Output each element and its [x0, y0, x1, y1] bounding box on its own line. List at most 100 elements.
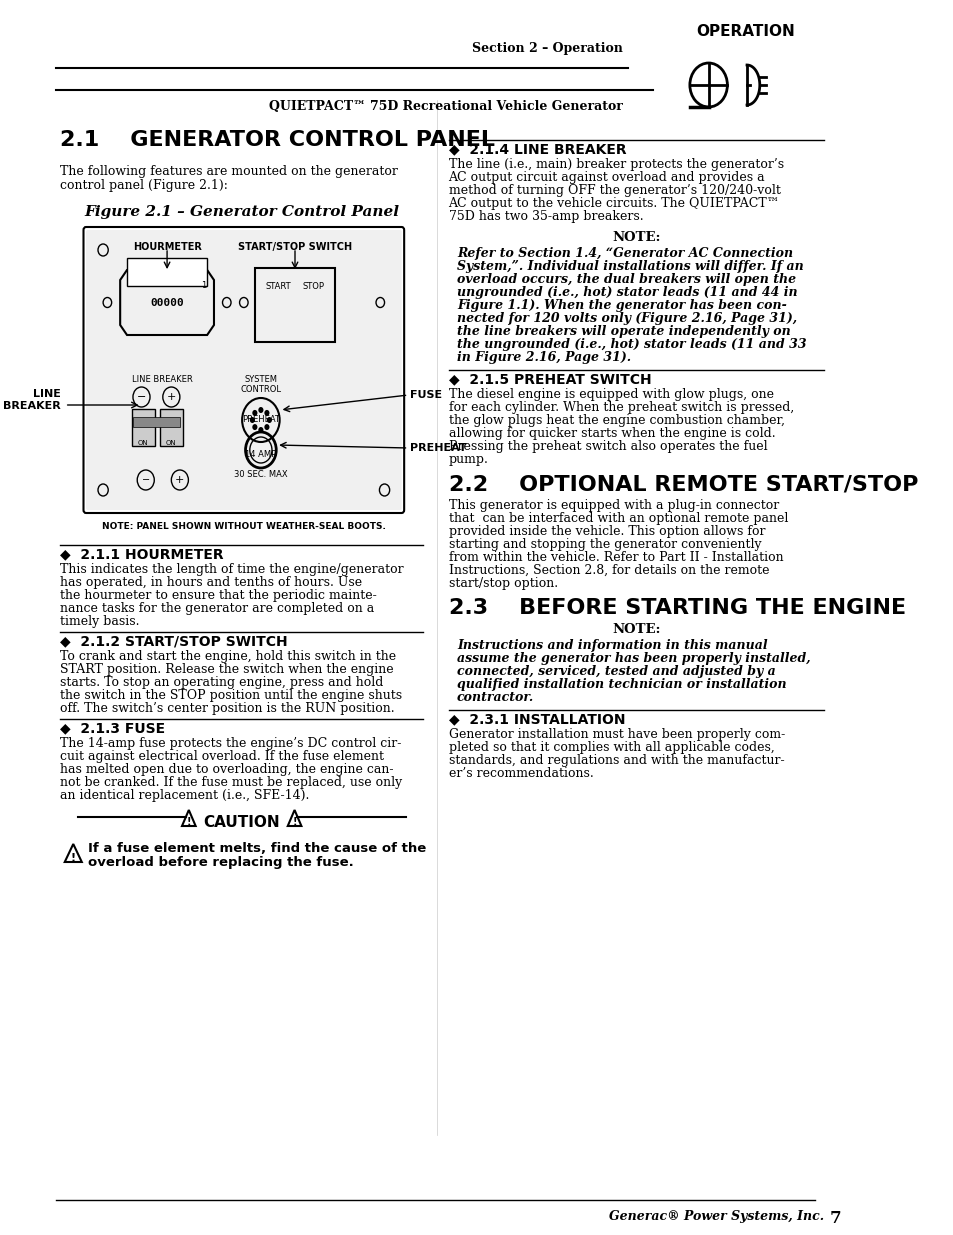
Text: 2.1    GENERATOR CONTROL PANEL: 2.1 GENERATOR CONTROL PANEL [60, 130, 495, 149]
Text: in Figure 2.16, Page 31).: in Figure 2.16, Page 31). [456, 351, 631, 364]
Text: nance tasks for the generator are completed on a: nance tasks for the generator are comple… [60, 601, 375, 615]
Text: ◆  2.1.3 FUSE: ◆ 2.1.3 FUSE [60, 721, 166, 735]
Text: Figure 1.1). When the generator has been con-: Figure 1.1). When the generator has been… [456, 299, 786, 312]
Text: ungrounded (i.e., hot) stator leads (11 and 44 in: ungrounded (i.e., hot) stator leads (11 … [456, 287, 797, 299]
Text: If a fuse element melts, find the cause of the: If a fuse element melts, find the cause … [88, 842, 426, 855]
Text: the hourmeter to ensure that the periodic mainte-: the hourmeter to ensure that the periodi… [60, 589, 376, 601]
Text: the line breakers will operate independently on: the line breakers will operate independe… [456, 325, 790, 338]
Circle shape [252, 424, 257, 430]
Text: for each cylinder. When the preheat switch is pressed,: for each cylinder. When the preheat swit… [448, 401, 793, 414]
Text: The diesel engine is equipped with glow plugs, one: The diesel engine is equipped with glow … [448, 388, 773, 401]
Text: AC output to the vehicle circuits. The QUIETPACT™: AC output to the vehicle circuits. The Q… [448, 198, 779, 210]
Text: ◆  2.1.4 LINE BREAKER: ◆ 2.1.4 LINE BREAKER [448, 142, 625, 156]
Text: 00000: 00000 [150, 298, 184, 308]
Text: starts. To stop an operating engine, press and hold: starts. To stop an operating engine, pre… [60, 676, 383, 689]
Text: −: − [142, 475, 150, 485]
FancyBboxPatch shape [127, 258, 207, 287]
Text: This generator is equipped with a plug-in connector: This generator is equipped with a plug-i… [448, 499, 778, 513]
Text: that  can be interfaced with an optional remote panel: that can be interfaced with an optional … [448, 513, 787, 525]
Text: PREHEAT: PREHEAT [242, 415, 279, 424]
Text: method of turning OFF the generator’s 120/240-volt: method of turning OFF the generator’s 12… [448, 184, 780, 198]
Text: AC output circuit against overload and provides a: AC output circuit against overload and p… [448, 170, 764, 184]
FancyBboxPatch shape [132, 409, 155, 446]
FancyBboxPatch shape [86, 230, 401, 510]
Text: !: ! [292, 818, 296, 827]
Text: NOTE: PANEL SHOWN WITHOUT WEATHER-SEAL BOOTS.: NOTE: PANEL SHOWN WITHOUT WEATHER-SEAL B… [102, 522, 385, 531]
Circle shape [258, 427, 263, 433]
Text: −: − [136, 391, 146, 403]
Text: !: ! [71, 853, 75, 863]
Text: from within the vehicle. Refer to Part II - Installation: from within the vehicle. Refer to Part I… [448, 551, 782, 564]
Text: ◆  2.1.1 HOURMETER: ◆ 2.1.1 HOURMETER [60, 547, 224, 561]
Text: To crank and start the engine, hold this switch in the: To crank and start the engine, hold this… [60, 650, 396, 663]
Text: CAUTION: CAUTION [203, 815, 280, 830]
Text: FUSE: FUSE [410, 390, 442, 400]
Text: HOURMETER: HOURMETER [132, 242, 201, 252]
Text: connected, serviced, tested and adjusted by a: connected, serviced, tested and adjusted… [456, 664, 775, 678]
Text: start/stop option.: start/stop option. [448, 577, 558, 590]
Text: Section 2 – Operation: Section 2 – Operation [472, 42, 622, 56]
Text: contractor.: contractor. [456, 692, 534, 704]
Text: NOTE:: NOTE: [611, 622, 659, 636]
Text: overload before replacing the fuse.: overload before replacing the fuse. [88, 856, 354, 869]
Text: Refer to Section 1.4, “Generator AC Connection: Refer to Section 1.4, “Generator AC Conn… [456, 247, 792, 261]
Text: START: START [265, 282, 291, 291]
Text: er’s recommendations.: er’s recommendations. [448, 767, 593, 781]
Text: This indicates the length of time the engine/generator: This indicates the length of time the en… [60, 563, 404, 576]
Text: allowing for quicker starts when the engine is cold.: allowing for quicker starts when the eng… [448, 427, 775, 440]
Text: Instructions, Section 2.8, for details on the remote: Instructions, Section 2.8, for details o… [448, 564, 768, 577]
Text: 2.3    BEFORE STARTING THE ENGINE: 2.3 BEFORE STARTING THE ENGINE [448, 598, 904, 618]
Circle shape [264, 424, 269, 430]
Text: the glow plugs heat the engine combustion chamber,: the glow plugs heat the engine combustio… [448, 414, 783, 427]
Text: standards, and regulations and with the manufactur-: standards, and regulations and with the … [448, 755, 783, 767]
Text: 2.2    OPTIONAL REMOTE START/STOP: 2.2 OPTIONAL REMOTE START/STOP [448, 474, 917, 494]
Text: ◆  2.1.5 PREHEAT SWITCH: ◆ 2.1.5 PREHEAT SWITCH [448, 372, 651, 387]
Text: ON: ON [138, 440, 149, 446]
Text: Pressing the preheat switch also operates the fuel: Pressing the preheat switch also operate… [448, 440, 766, 453]
Text: LINE
BREAKER: LINE BREAKER [3, 389, 60, 411]
Text: ON: ON [166, 440, 176, 446]
Text: Figure 2.1 – Generator Control Panel: Figure 2.1 – Generator Control Panel [84, 205, 398, 219]
Text: +: + [167, 391, 176, 403]
Text: The following features are mounted on the generator: The following features are mounted on th… [60, 165, 398, 178]
Text: The line (i.e., main) breaker protects the generator’s: The line (i.e., main) breaker protects t… [448, 158, 782, 170]
Text: has melted open due to overloading, the engine can-: has melted open due to overloading, the … [60, 763, 394, 776]
Text: 75D has two 35-amp breakers.: 75D has two 35-amp breakers. [448, 210, 642, 224]
Text: Generator installation must have been properly com-: Generator installation must have been pr… [448, 727, 784, 741]
Text: +: + [175, 475, 184, 485]
Text: NOTE:: NOTE: [611, 231, 659, 245]
Text: START/STOP SWITCH: START/STOP SWITCH [237, 242, 352, 252]
Text: starting and stopping the generator conveniently: starting and stopping the generator conv… [448, 538, 760, 551]
Text: has operated, in hours and tenths of hours. Use: has operated, in hours and tenths of hou… [60, 576, 362, 589]
Text: not be cranked. If the fuse must be replaced, use only: not be cranked. If the fuse must be repl… [60, 776, 402, 789]
Text: off. The switch’s center position is the RUN position.: off. The switch’s center position is the… [60, 701, 395, 715]
Circle shape [264, 410, 269, 416]
Text: Generac® Power Systems, Inc.: Generac® Power Systems, Inc. [608, 1210, 822, 1223]
Text: LINE BREAKER: LINE BREAKER [132, 375, 193, 384]
Text: qualified installation technician or installation: qualified installation technician or ins… [456, 678, 786, 692]
Text: provided inside the vehicle. This option allows for: provided inside the vehicle. This option… [448, 525, 764, 538]
Text: nected for 120 volts only (Figure 2.16, Page 31),: nected for 120 volts only (Figure 2.16, … [456, 312, 797, 325]
Circle shape [258, 408, 263, 412]
Text: QUIETPACT™ 75D Recreational Vehicle Generator: QUIETPACT™ 75D Recreational Vehicle Gene… [269, 100, 622, 112]
Text: an identical replacement (i.e., SFE-14).: an identical replacement (i.e., SFE-14). [60, 789, 310, 802]
Text: timely basis.: timely basis. [60, 615, 140, 629]
Text: !: ! [187, 818, 191, 827]
Circle shape [267, 417, 272, 424]
Circle shape [252, 410, 257, 416]
Text: The 14-amp fuse protects the engine’s DC control cir-: The 14-amp fuse protects the engine’s DC… [60, 737, 401, 750]
Text: the switch in the STOP position until the engine shuts: the switch in the STOP position until th… [60, 689, 402, 701]
Circle shape [250, 417, 254, 424]
Text: cuit against electrical overload. If the fuse element: cuit against electrical overload. If the… [60, 750, 384, 763]
Text: Instructions and information in this manual: Instructions and information in this man… [456, 638, 767, 652]
Text: OPERATION: OPERATION [695, 25, 794, 40]
Text: the ungrounded (i.e., hot) stator leads (11 and 33: the ungrounded (i.e., hot) stator leads … [456, 338, 806, 351]
Text: PREHEAT: PREHEAT [410, 443, 466, 453]
Text: overload occurs, the dual breakers will open the: overload occurs, the dual breakers will … [456, 273, 796, 287]
Text: 1: 1 [201, 282, 206, 290]
Text: STOP: STOP [302, 282, 325, 291]
Text: control panel (Figure 2.1):: control panel (Figure 2.1): [60, 179, 228, 191]
Text: SYSTEM
CONTROL: SYSTEM CONTROL [240, 375, 281, 394]
Text: pleted so that it complies with all applicable codes,: pleted so that it complies with all appl… [448, 741, 774, 755]
Text: System,”. Individual installations will differ. If an: System,”. Individual installations will … [456, 261, 803, 273]
